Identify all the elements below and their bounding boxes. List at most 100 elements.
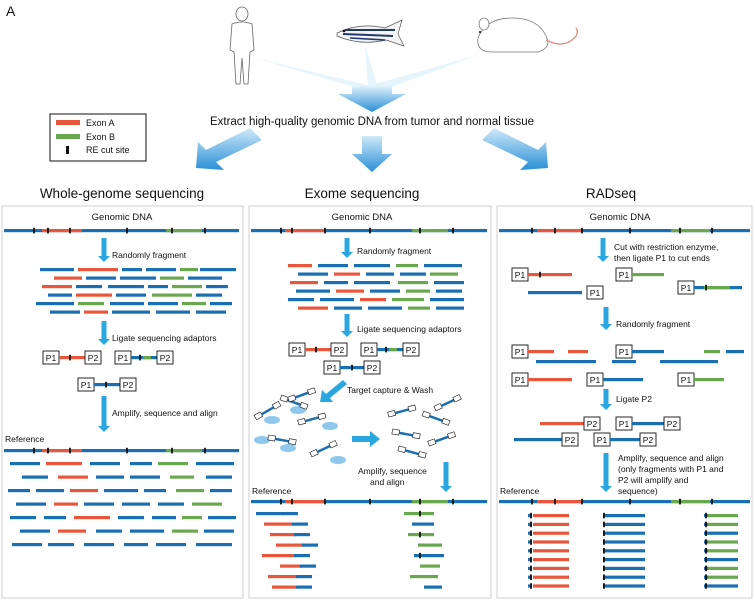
adaptor-p2-label: P2 [123,380,134,390]
radseq-aligned-read [607,531,645,535]
wgs-random-fragment [108,285,144,289]
column-arrows [196,128,548,172]
adaptor-p2-label: P2 [160,353,171,363]
exome-aligned-read [404,512,434,516]
wgs-aligned-read [122,502,150,506]
exome-aligned-read [292,522,308,526]
radseq-step-cut-line1: Cut with restriction enzyme, [614,242,718,252]
exome-aligned-read [410,575,438,579]
wgs-random-fragment [76,293,112,297]
exome-aligned-read [418,543,442,547]
exome-random-fragment [288,264,312,268]
radseq-reference-dna-cut-site [711,498,713,505]
legend-label-exon-a: Exon A [86,118,115,128]
radseq-p1-fragment [528,273,572,277]
exome-random-fragment [434,281,464,285]
wgs-reference-dna-cut-site [171,447,173,454]
wgs-aligned-read [206,475,232,479]
exome-step-fragment: Randomly fragment [357,246,432,256]
re-cut-site [539,271,541,278]
radseq-reference-dna-cut-site [554,498,556,505]
wgs-reference-dna-cut-site [33,447,35,454]
radseq-read-cut-site [603,565,605,572]
exome-genomic-dna-cut-site [369,227,371,234]
radseq-genomic-dna-cut-site [629,227,631,234]
radseq-title: RADseq [586,186,636,201]
wgs-step-fragment: Randomly fragment [112,250,187,260]
adaptor-p1-label: P1 [590,288,601,298]
wgs-aligned-read [204,529,234,533]
exome-random-fragment [298,306,328,310]
radseq-aligned-read [533,540,569,544]
radseq-aligned-read [533,575,569,579]
adaptor-p1-label: P1 [81,380,92,390]
radseq-aligned-read [528,575,532,579]
exome-genomic-dna-cut-site [419,227,421,234]
exome-random-fragment [354,264,390,268]
radseq-aligned-read [603,549,607,553]
exome-reference-dna-cut-site [419,498,421,505]
exome-reference-dna-cut-site [280,498,282,505]
wgs-aligned-read [22,475,48,479]
adaptor-p2-label: P2 [565,435,576,445]
adaptor-p2 [84,350,102,365]
radseq-step-cut-line2: then ligate P1 to cut ends [614,253,710,263]
radseq-arrow-cut [600,238,606,257]
radseq-aligned-read [607,584,645,588]
exome-random-fragment [320,298,354,302]
adaptor-p1-label: P1 [46,353,57,363]
wgs-random-fragment [112,310,150,314]
exome-aligned-read [268,575,298,579]
exome-aligned-read [296,585,312,589]
re-cut-site [705,284,707,291]
radseq-arrow-cut-head [597,256,609,262]
wgs-aligned-read [196,543,232,547]
wgs-adapted-fragment [143,356,151,360]
wgs-aligned-read [10,516,36,520]
adaptor-p2 [402,342,420,357]
re-cut-site [419,552,421,559]
wgs-aligned-read [210,489,232,493]
radseq-aligned-read [607,558,645,562]
wgs-random-fragment [54,276,82,280]
exome-random-fragment [396,264,418,268]
wgs-aligned-read [170,475,194,479]
re-cut-site [315,346,317,353]
wgs-random-fragment [42,285,72,289]
exome-reference-dna-cut-site [291,498,293,505]
exome-arrow-fragment [344,238,350,253]
radseq-read-cut-site [530,530,532,536]
wgs-aligned-read [54,502,78,506]
wgs-aligned-read [20,529,50,533]
adaptor-p1-label: P1 [515,270,526,280]
adaptor-p2-label: P2 [587,419,598,429]
exome-adapted-fragment [389,348,397,352]
washed-fragment [397,445,427,459]
wgs-random-fragment [36,302,74,306]
wgs-random-fragment [110,302,144,306]
radseq-arrow-ligate-p2 [603,389,609,405]
radseq-step-ligate-p2: Ligate P2 [616,394,652,404]
wgs-reference-dna [4,449,239,453]
wgs-aligned-read [36,489,64,493]
wgs-aligned-read [10,462,40,466]
wgs-genomic-dna-cut-site [47,227,49,234]
adaptor-p1-label: P1 [515,347,526,357]
wgs-arrow-amplify-head [98,426,110,432]
exome-random-fragment [360,298,386,302]
adaptor-p2 [330,342,348,357]
exome-reference-dna-cut-site [324,498,326,505]
exome-genomic-dna-exon [412,229,448,233]
radseq-sheared-fragment [603,378,643,382]
radseq-read-cut-site [603,548,605,554]
radseq-read-cut-site [603,539,605,545]
radseq-aligned-read [533,522,569,526]
exome-aligned-read [270,533,296,537]
wgs-random-fragment [180,268,198,272]
re-cut-site [385,346,387,353]
radseq-aligned-read [708,531,738,535]
radseq-arrow-fragment [603,307,609,325]
wgs-genomic-dna-cut-site [69,227,71,234]
radseq-read-cut-site [705,530,707,536]
